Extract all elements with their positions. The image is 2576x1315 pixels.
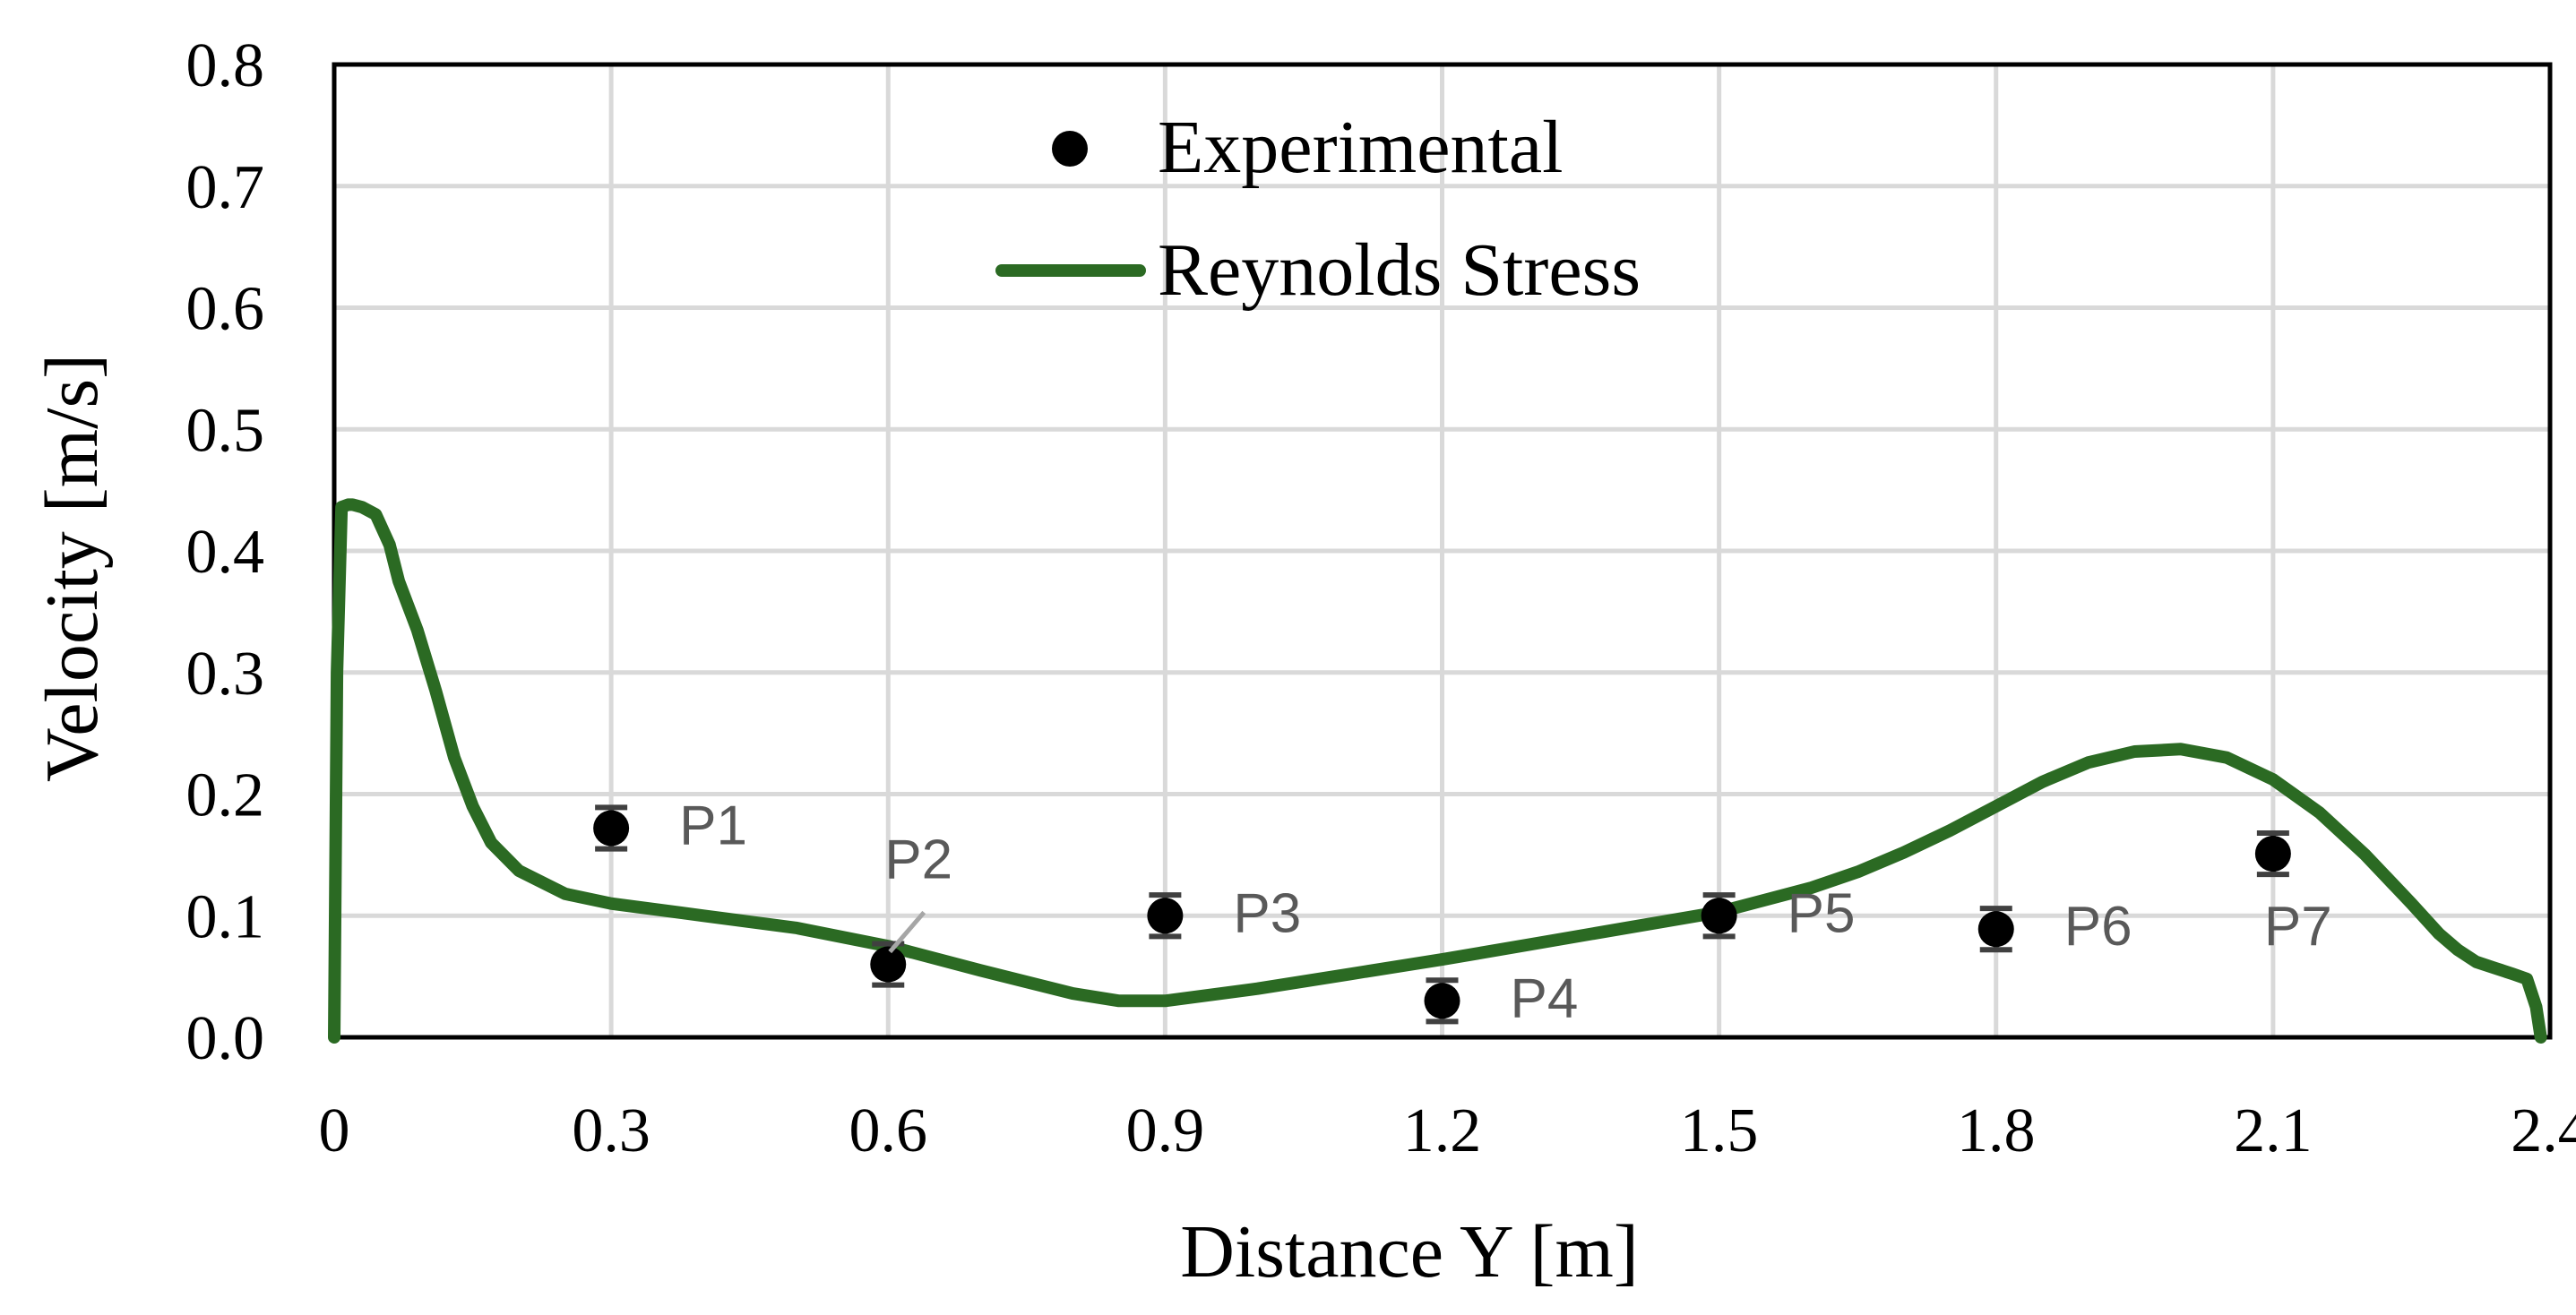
point-label: P2 <box>884 829 952 891</box>
axes: 0 0.3 0.6 0.9 1.2 1.5 1.8 2.1 2.4 0.0 0.1 0.2 0.3 0.4… <box>186 31 2576 1165</box>
point-label: P7 <box>2264 896 2332 958</box>
legend-label-experimental: Experimental <box>1158 106 1563 189</box>
y-axis-title: Velocity [m/s] <box>30 354 114 782</box>
experimental-point <box>593 810 630 847</box>
legend-label-reynolds-stress: Reynolds Stress <box>1158 228 1641 312</box>
point-label: P1 <box>679 795 747 857</box>
point-label: P6 <box>2064 896 2132 958</box>
legend-marker-experimental <box>1052 131 1088 167</box>
y-tick-label: 0.5 <box>186 396 265 465</box>
y-tick-label: 0.0 <box>186 1004 265 1073</box>
x-tick-label: 0 <box>319 1096 350 1165</box>
experimental-point <box>870 946 907 983</box>
experimental-point <box>2254 836 2291 872</box>
reynolds-stress-line <box>328 498 2547 1044</box>
experimental-point <box>1147 898 1184 934</box>
y-tick-label: 0.7 <box>186 153 265 222</box>
x-tick-label: 1.5 <box>1680 1096 1759 1165</box>
y-tick-label: 0.2 <box>186 761 265 830</box>
grid <box>332 62 2553 1040</box>
point-labels: P1 P2 P3 P4 P5 P6 P7 <box>679 795 2332 1030</box>
y-tick-label: 0.3 <box>186 640 265 709</box>
point-label-leader <box>888 910 926 954</box>
experimental-point <box>1701 898 1737 934</box>
x-tick-label: 0.3 <box>572 1096 650 1165</box>
point-label: P5 <box>1788 882 1856 944</box>
x-tick-label: 0.9 <box>1126 1096 1205 1165</box>
point-label: P3 <box>1233 882 1301 944</box>
legend: Experimental Reynolds Stress <box>995 106 1641 312</box>
series <box>328 498 2547 1044</box>
point-label: P4 <box>1511 967 1579 1029</box>
y-tick-label: 0.4 <box>186 518 265 587</box>
x-tick-label: 2.1 <box>2234 1096 2313 1165</box>
x-tick-label: 1.2 <box>1403 1096 1482 1165</box>
experimental-point <box>1977 911 2014 948</box>
experimental-point <box>1424 983 1460 1019</box>
y-tick-label: 0.8 <box>186 31 265 100</box>
y-tick-label: 0.6 <box>186 275 265 344</box>
x-tick-label: 1.8 <box>1957 1096 2036 1165</box>
y-tick-label: 0.1 <box>186 882 265 951</box>
x-tick-label: 2.4 <box>2511 1096 2576 1165</box>
x-tick-label: 0.6 <box>849 1096 928 1165</box>
x-axis-title: Distance Y [m] <box>1180 1210 1639 1294</box>
